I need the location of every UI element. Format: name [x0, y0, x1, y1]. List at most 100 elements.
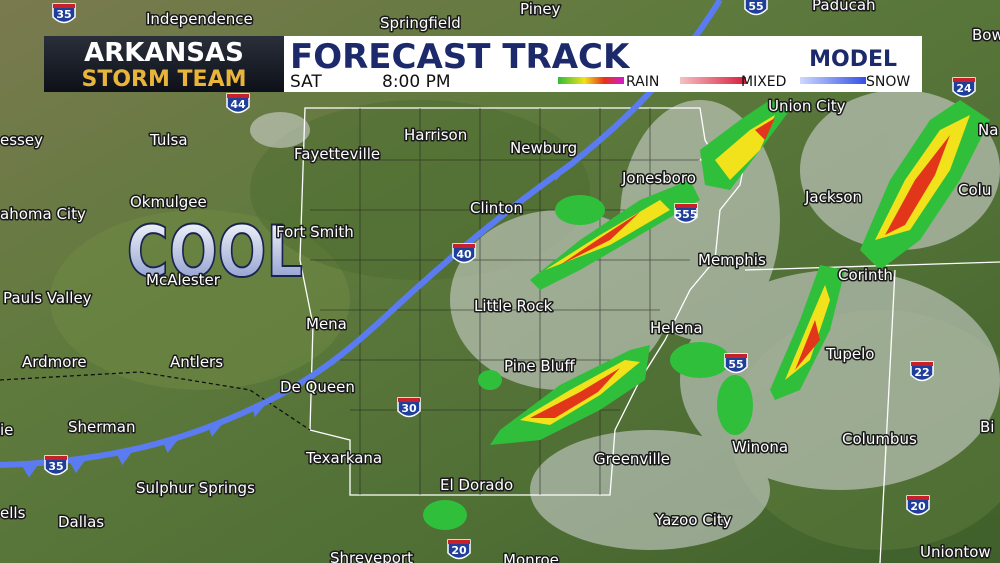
shield-number: 20 — [910, 500, 926, 513]
city-label: ahoma City — [0, 205, 86, 223]
city-label: De Queen — [280, 378, 355, 396]
city-label: Tulsa — [149, 131, 188, 149]
shield — [952, 77, 976, 98]
product-label: MODEL — [809, 47, 897, 72]
city-label: Piney — [520, 0, 561, 18]
city-label: Independence — [146, 10, 253, 28]
city-label: Bow — [972, 26, 1000, 44]
city-label: Harrison — [404, 126, 467, 144]
front-triangle — [591, 133, 608, 151]
city-label: Dallas — [58, 513, 104, 531]
interstate-shields: 35 55 44 24 555 40 55 22 30 35 20 20 — [44, 0, 976, 560]
shield-band — [911, 362, 933, 366]
city-label: Pauls Valley — [3, 289, 92, 307]
legend-label: RAIN — [626, 74, 659, 90]
city-label: Uniontow — [920, 543, 991, 561]
front-triangle — [369, 316, 386, 334]
shield-band — [448, 540, 470, 544]
city-label: Sherman — [68, 418, 135, 436]
shield — [52, 3, 76, 24]
city-label: Monroe — [503, 551, 559, 563]
city-label: Springfield — [380, 14, 461, 32]
shield-band — [398, 398, 420, 402]
shield — [906, 495, 930, 516]
city-label: Little Rock — [474, 297, 553, 315]
city-label: Fayetteville — [294, 145, 380, 163]
city-label: Bi — [980, 418, 994, 436]
shield-number: 35 — [48, 460, 63, 473]
front-triangle — [686, 26, 703, 42]
city-label: Pine Bluff — [504, 357, 575, 375]
header-time: 8:00 PM — [382, 72, 451, 92]
city-label: Sulphur Springs — [136, 479, 255, 497]
county-lines — [305, 108, 700, 495]
cold-front — [0, 0, 723, 468]
city-label: Jackson — [804, 188, 862, 206]
city-label: Newburg — [510, 139, 577, 157]
shield-band — [227, 94, 249, 98]
city-label: El Dorado — [440, 476, 513, 494]
city-label: Colu — [958, 181, 991, 199]
shield-number: 40 — [456, 248, 472, 261]
legend-swatch — [680, 77, 746, 84]
shield-number: 20 — [451, 544, 467, 557]
city-label: ells — [0, 504, 26, 522]
front-triangle — [295, 376, 311, 394]
city-label: Shreveport — [330, 549, 413, 563]
air-mass-label: COOL — [127, 213, 303, 294]
shield-number: 55 — [728, 358, 743, 371]
header-title: FORECAST TRACK — [290, 37, 631, 77]
brand-box — [44, 36, 284, 92]
city-label: ie — [0, 421, 13, 439]
city-label: Na — [978, 121, 998, 139]
legend-swatch — [800, 77, 866, 84]
brand-bottom: STORM TEAM — [82, 67, 247, 92]
shield — [397, 397, 421, 418]
shield — [447, 539, 471, 560]
city-label: Yazoo City — [654, 511, 732, 529]
shield — [226, 93, 250, 114]
city-label: Ardmore — [22, 353, 87, 371]
radar-echoes — [423, 100, 990, 530]
brand-top: ARKANSAS — [84, 38, 244, 68]
city-label: essey — [0, 131, 43, 149]
city-label: Paducah — [812, 0, 876, 14]
shield — [724, 353, 748, 374]
shield-number: 55 — [748, 0, 763, 13]
city-label: Columbus — [842, 430, 917, 448]
shield — [674, 203, 698, 224]
shield-band — [675, 204, 697, 208]
front-triangle — [478, 222, 494, 239]
city-label: McAlester — [146, 271, 221, 289]
shield — [452, 243, 476, 264]
legend-swatch — [558, 77, 624, 84]
shield-number: 555 — [675, 208, 698, 221]
front-triangle — [116, 449, 134, 465]
shield-number: 44 — [230, 98, 246, 111]
shield-band — [53, 4, 75, 8]
front-triangle — [68, 457, 87, 474]
shield-number: 22 — [914, 366, 929, 379]
shield-number: 30 — [401, 402, 417, 415]
header-day: SAT — [290, 72, 322, 92]
front-triangle — [162, 436, 181, 453]
front-triangle — [555, 164, 571, 182]
city-label: Clinton — [470, 199, 523, 217]
city-label: Fort Smith — [276, 223, 354, 241]
shield-band — [453, 244, 475, 248]
city-label: Greenville — [594, 450, 670, 468]
city-label: Texarkana — [305, 449, 382, 467]
shield-number: 35 — [56, 8, 71, 21]
front-triangle — [516, 192, 532, 210]
legend-label: SNOW — [866, 74, 910, 90]
shield — [910, 361, 934, 382]
shield-band — [907, 496, 929, 500]
front-triangle — [625, 100, 643, 117]
front-triangle — [20, 463, 39, 478]
city-label: Union City — [768, 97, 846, 115]
legend-label: MIXED — [741, 74, 786, 90]
city-label: Memphis — [698, 251, 766, 269]
front-triangle — [333, 348, 350, 365]
